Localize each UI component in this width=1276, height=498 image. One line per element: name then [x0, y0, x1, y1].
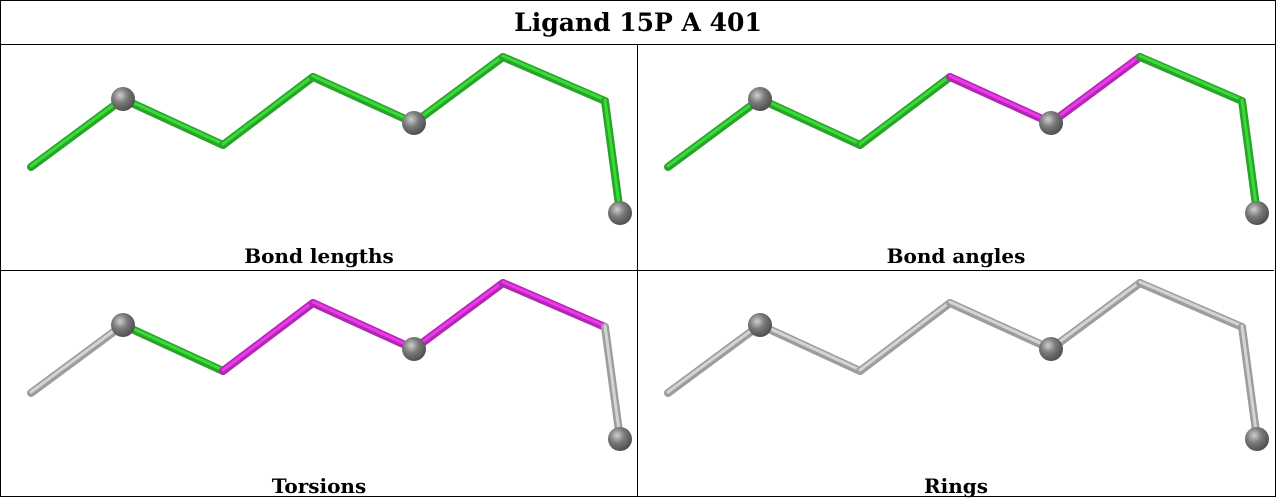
bond-highlight	[121, 96, 225, 146]
bond-highlight	[311, 300, 416, 350]
bond-highlight	[412, 280, 505, 350]
panel-caption: Bond lengths	[244, 244, 394, 268]
bond-highlight	[221, 300, 315, 372]
bond-highlight	[1049, 54, 1142, 124]
molecule-rings	[664, 279, 1269, 451]
bond-highlight	[603, 324, 622, 440]
bond-highlight	[758, 322, 862, 372]
bond-highlight	[412, 54, 505, 124]
atom-sphere-1	[111, 313, 135, 337]
bond-highlight	[948, 300, 1053, 350]
atom-sphere-3	[1245, 427, 1269, 451]
bond-highlight	[1138, 280, 1244, 328]
molecule-bond-lengths	[27, 53, 632, 225]
bond-highlight	[603, 98, 622, 214]
molecule-bond-angles	[664, 53, 1269, 225]
bond-highlight	[1138, 54, 1244, 102]
panel-caption: Rings	[923, 474, 988, 498]
atom-sphere-2	[402, 111, 426, 135]
bond-highlight	[29, 96, 125, 168]
bond-highlight	[121, 322, 225, 372]
atom-sphere-1	[748, 313, 772, 337]
panel-torsions: Torsions	[1, 271, 638, 498]
bond-highlight	[758, 96, 862, 146]
atom-sphere-3	[1245, 201, 1269, 225]
bond-highlight	[948, 74, 1053, 124]
atom-sphere-3	[608, 201, 632, 225]
panel-caption: Torsions	[271, 474, 367, 498]
bond-highlight	[1240, 98, 1259, 214]
bond-highlight	[311, 74, 416, 124]
panel-caption: Bond angles	[886, 244, 1026, 268]
panel-bond-angles: Bond angles	[638, 45, 1274, 271]
bond-highlight	[501, 280, 607, 328]
panel-bond-lengths: Bond lengths	[1, 45, 638, 271]
bond-highlight	[858, 74, 952, 146]
panel-rings: Rings	[638, 271, 1274, 498]
bond-highlight	[666, 322, 762, 394]
bond-highlight	[666, 96, 762, 168]
bond-highlight	[1049, 280, 1142, 350]
atom-sphere-1	[748, 87, 772, 111]
bond-highlight	[221, 74, 315, 146]
atom-sphere-3	[608, 427, 632, 451]
bond-highlight	[501, 54, 607, 102]
bond-highlight	[858, 300, 952, 372]
molecule-torsions	[27, 279, 632, 451]
atom-sphere-2	[402, 337, 426, 361]
atom-sphere-2	[1039, 111, 1063, 135]
atom-sphere-2	[1039, 337, 1063, 361]
bond-highlight	[1240, 324, 1259, 440]
figure-title: Ligand 15P A 401	[1, 1, 1275, 45]
atom-sphere-1	[111, 87, 135, 111]
bond-highlight	[29, 322, 125, 394]
